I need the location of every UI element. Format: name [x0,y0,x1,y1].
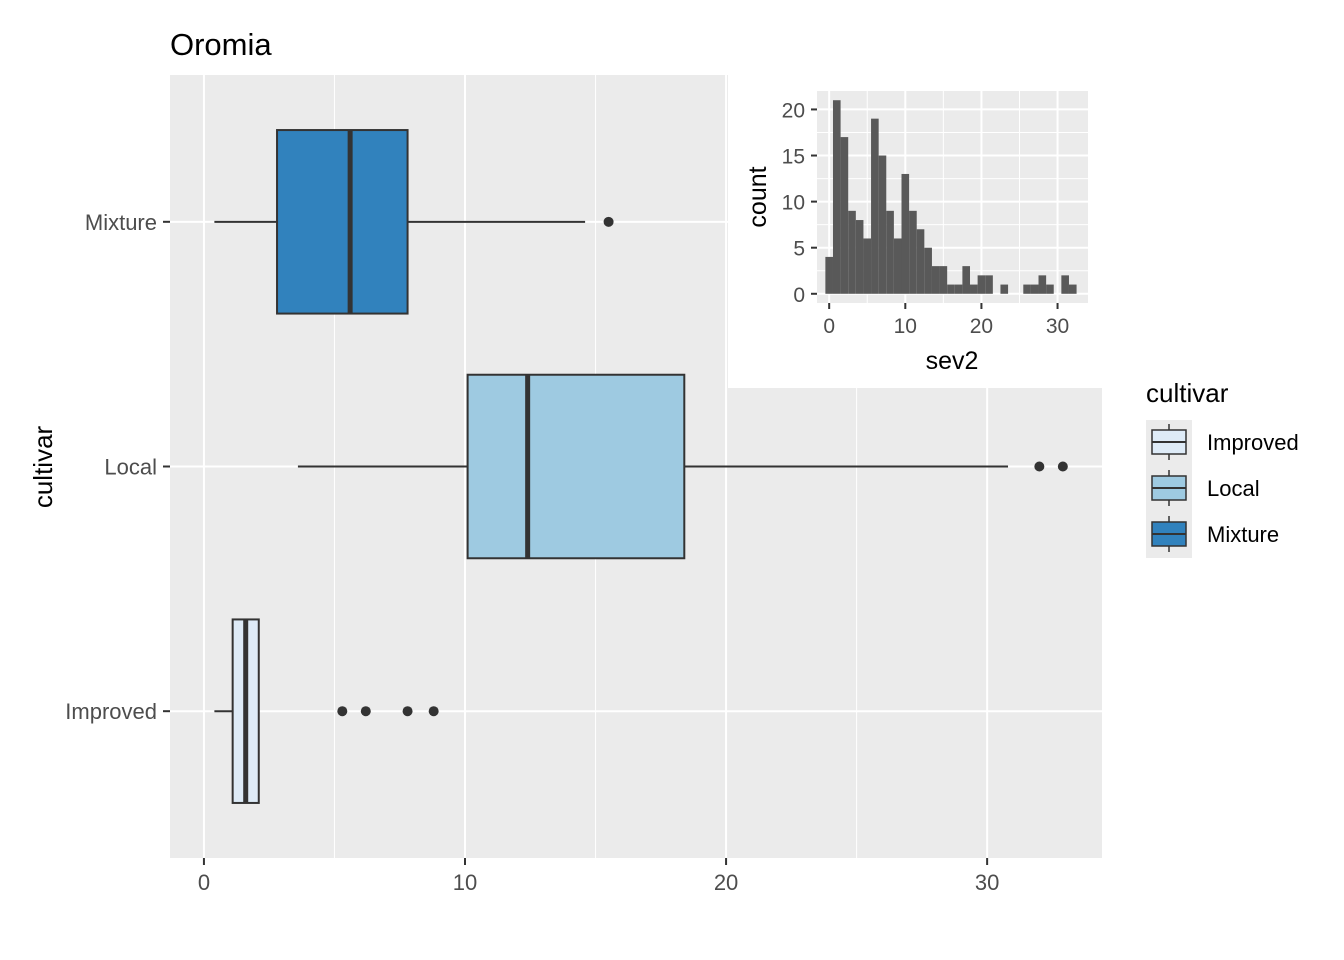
histogram-bar [840,137,849,294]
x-tick-label: 10 [453,870,477,895]
inset-bars [825,100,1077,294]
inset-y-tick-label: 5 [793,238,805,261]
outlier-point [337,706,348,717]
legend-key-mixture: Mixture [1151,516,1279,552]
histogram-bar [1046,284,1054,294]
x-tick-label: 0 [198,870,210,895]
box-local [297,373,1068,560]
inset-x-axis-title: sev2 [926,347,979,375]
chart-title: Oromia [170,27,272,62]
outlier-point [402,706,413,717]
histogram-bar [939,266,948,294]
histogram-bar [1000,284,1009,294]
histogram-bar [931,266,940,294]
outlier-point [603,216,614,227]
box-body [466,373,686,560]
y-tick-label: Local [104,455,157,480]
inset-x-tick-label: 0 [823,315,835,338]
main-marks [214,129,1068,804]
legend: cultivar Improved Local Mixture [1146,378,1299,558]
histogram-bar [977,275,986,294]
histogram-bar [893,238,902,294]
histogram-bar [962,266,971,294]
inset-x-tick-label: 30 [1046,315,1069,338]
histogram-bar [924,247,932,294]
legend-label-local: Local [1207,476,1260,501]
histogram-bar [970,284,978,294]
histogram-bar [954,284,963,294]
histogram-bar [947,284,955,294]
inset-y-tick-label: 15 [782,146,805,169]
outlier-point [428,706,439,717]
y-axis-title: cultivar [28,425,58,508]
x-tick-label: 20 [714,870,738,895]
histogram-bar [863,238,872,294]
legend-key-local: Local [1151,470,1260,506]
histogram-bar [909,210,917,294]
histogram-bar [901,173,910,294]
inset-y-tick-label: 0 [793,284,805,307]
y-tick-label: Mixture [85,210,157,235]
main-axes: 0 10 20 30 Improved Local Mixture [65,210,999,895]
inset-axes: 0 10 20 30 0 5 10 15 20 [782,99,1070,338]
histogram-bar [1061,275,1069,294]
legend-key-improved: Improved [1151,424,1299,460]
histogram-bar [1023,284,1031,294]
histogram-bar [916,229,925,294]
histogram-bar [832,100,841,294]
legend-label-improved: Improved [1207,430,1299,455]
box-body [276,129,409,315]
legend-title: cultivar [1146,378,1229,408]
y-tick-label: Improved [65,699,157,724]
histogram-bar [1068,284,1077,294]
x-tick-label: 30 [975,870,999,895]
histogram-bar [1038,275,1047,294]
outlier-point [360,706,371,717]
outlier-point [1057,461,1068,472]
histogram-bar [985,275,993,294]
inset-y-tick-label: 20 [782,99,805,122]
inset-x-tick-label: 20 [970,315,993,338]
histogram-bar [1030,284,1039,294]
histogram-bar [855,220,864,294]
histogram-bar [886,210,894,294]
box-improved [214,618,439,804]
histogram-bar [871,118,879,294]
outlier-point [1034,461,1045,472]
legend-label-mixture: Mixture [1207,522,1279,547]
inset-x-tick-label: 10 [894,315,917,338]
histogram-bar [825,256,833,294]
box-mixture [214,129,614,315]
inset-y-axis-title: count [744,166,772,227]
histogram-bar [848,210,856,294]
inset-y-tick-label: 10 [782,192,805,215]
histogram-bar [878,155,887,294]
